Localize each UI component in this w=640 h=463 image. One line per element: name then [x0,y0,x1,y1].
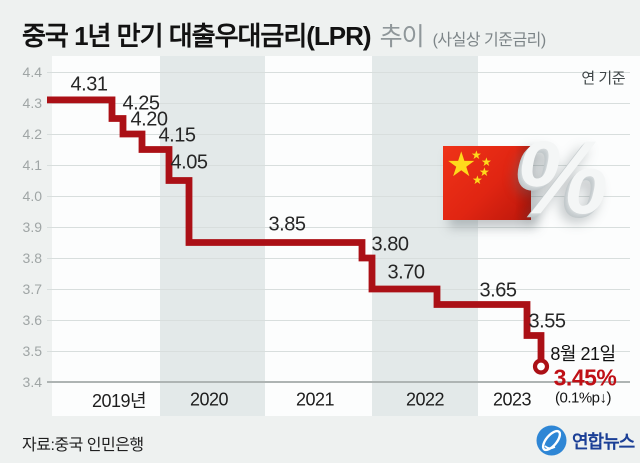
gridline [47,381,630,383]
annotation-change: (0.1%p↓) [554,389,612,407]
yonhap-logo: 연합뉴스 [536,425,635,456]
point-value-label: 4.20 [130,108,168,131]
flag-small-star-icon: ★ [479,165,490,179]
lpr-endpoint-marker [532,358,550,375]
yonhap-logo-icon [536,425,567,456]
gridline [47,71,630,73]
year-band [160,56,265,416]
y-tick-label: 4.2 [22,126,42,142]
unit-label: 연 기준 [581,70,625,87]
flag-big-star-icon: ★ [446,146,477,184]
point-value-label: 3.70 [387,261,425,284]
y-tick-label: 3.6 [22,312,42,328]
x-axis-year-label: 2020 [189,389,229,410]
point-value-label: 4.25 [122,92,160,115]
gridline [47,257,630,259]
percent-symbol: % [516,120,609,236]
x-axis-year-label: 2022 [405,389,445,410]
year-band [372,56,478,416]
flag-small-star-icon: ★ [481,155,492,169]
y-tick-label: 3.8 [22,250,42,266]
y-tick-label: 3.5 [22,343,42,359]
point-value-label: 4.05 [170,151,208,174]
year-band [52,56,160,416]
annotation-date: 8월 21일 [550,344,616,364]
point-value-label: 4.15 [158,124,196,147]
gridline [47,102,630,104]
flag-small-star-icon: ★ [472,173,483,187]
annotation-value: 3.45% [553,364,617,391]
point-value-label: 3.80 [371,233,409,256]
gridline [47,350,630,352]
gridline [47,195,630,197]
gridline [47,226,630,228]
y-tick-label: 4.1 [22,157,42,173]
gridline [47,288,630,290]
gridline [47,319,630,321]
title-sub: 추이 [379,23,425,51]
point-value-label: 3.55 [528,310,566,333]
y-tick-label: 4.3 [22,95,42,111]
yonhap-logo-text: 연합뉴스 [572,431,635,452]
point-value-label: 3.65 [479,279,517,302]
page-title: 중국 1년 만기 대출우대금리(LPR) 추이 (사실상 기준금리) [22,16,546,53]
x-axis-year-label: 2021 [295,389,335,410]
y-tick-label: 4.4 [22,64,42,80]
y-tick-label: 3.9 [22,219,42,235]
point-value-label: 3.85 [268,213,306,236]
source-credit: 자료:중국 인민은행 [22,437,144,454]
point-value-label: 4.31 [70,73,108,96]
lpr-step-line [47,96,545,367]
year-band [265,56,372,416]
title-note: (사실상 기준금리) [432,32,547,49]
china-flag: ★ ★ ★ ★ ★ [443,146,531,220]
x-axis-year-label: 2023 [492,389,532,410]
y-tick-label: 3.7 [22,281,42,297]
flag-small-star-icon: ★ [471,148,482,162]
gridline [47,133,630,135]
x-axis-year-label: 2019년 [91,391,147,411]
year-band [478,56,640,416]
gridline [47,164,630,166]
y-tick-label: 4.0 [22,188,42,204]
title-main: 중국 1년 만기 대출우대금리(LPR) [22,21,372,51]
y-tick-label: 3.4 [22,374,42,390]
